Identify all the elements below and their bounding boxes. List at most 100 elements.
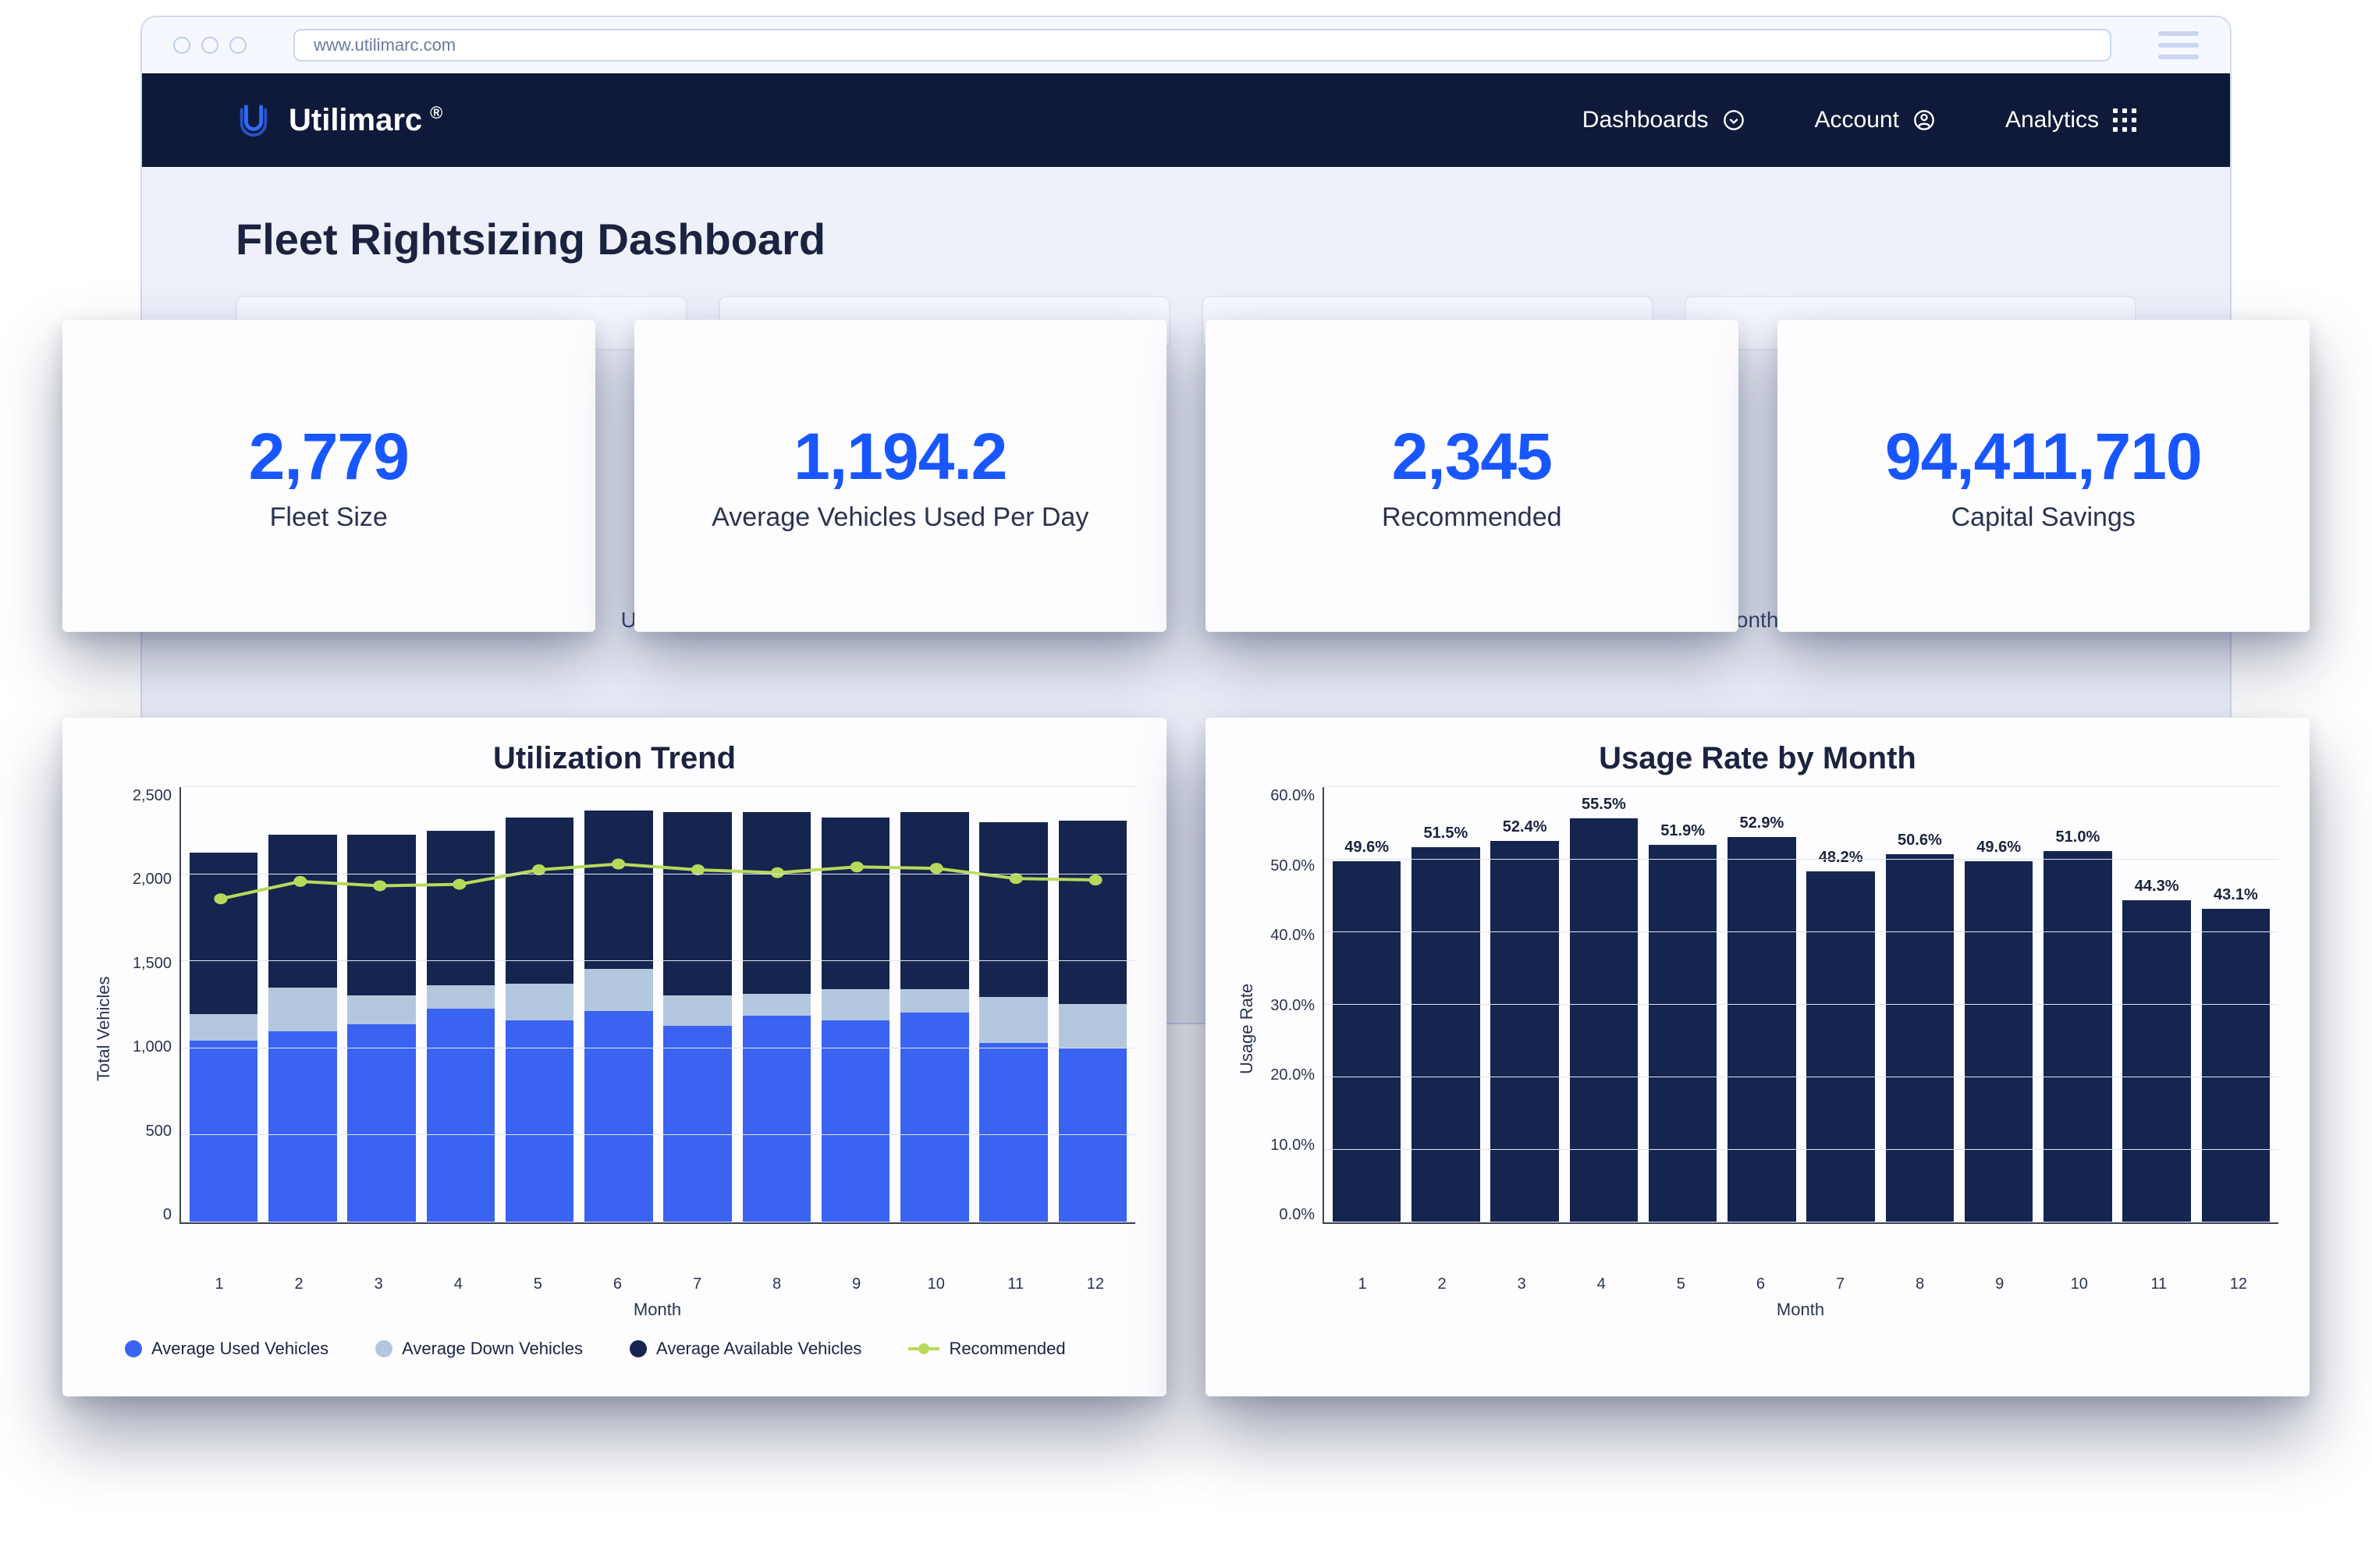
y-ticks: 60.0%50.0%40.0%30.0%20.0%10.0%0.0% — [1260, 787, 1323, 1224]
bar-value-label: 51.0% — [2056, 828, 2100, 846]
bar-group: 49.6% — [1333, 787, 1401, 1222]
kpi-row: 2,779 Fleet Size 1,194.2 Average Vehicles… — [62, 320, 2310, 632]
chart-title: Usage Rate by Month — [1237, 741, 2278, 776]
kpi-label: Fleet Size — [270, 502, 388, 533]
kpi-value: 94,411,710 — [1885, 419, 2202, 495]
bar-segment — [900, 812, 968, 990]
bar-segment — [190, 853, 257, 1014]
bar-value-label: 48.2% — [1819, 849, 1863, 867]
bar-segment — [584, 1011, 652, 1222]
bar-group: 51.9% — [1649, 787, 1717, 1222]
page-title: Fleet Rightsizing Dashboard — [236, 214, 2136, 264]
x-ticks: 123456789101112 — [1323, 1275, 2278, 1293]
bar-segment — [268, 835, 336, 988]
bar-segment — [506, 1020, 573, 1222]
bar-group: 50.6% — [1886, 787, 1954, 1222]
bar-group: 52.4% — [1490, 787, 1558, 1222]
y-axis-label: Usage Rate — [1237, 787, 1260, 1271]
x-ticks: 123456789101112 — [179, 1275, 1135, 1293]
kpi-value: 2,779 — [249, 419, 409, 495]
bar-group — [584, 787, 652, 1222]
y-ticks: 2,5002,0001,5001,0005000 — [117, 787, 179, 1224]
bar-segment — [663, 1026, 731, 1222]
url-bar[interactable]: www.utilimarc.com — [293, 29, 2111, 62]
bar-segment — [190, 1041, 257, 1222]
bar-group — [743, 787, 811, 1222]
bar-segment — [427, 831, 495, 985]
kpi-card: 1,194.2 Average Vehicles Used Per Day — [634, 320, 1167, 632]
grid-icon — [2113, 108, 2136, 132]
kpi-card: 2,345 Recommended — [1206, 320, 1738, 632]
bar-segment — [900, 989, 968, 1013]
usage-bar — [1965, 861, 2033, 1222]
bar-group: 55.5% — [1570, 787, 1638, 1222]
x-axis-label: Month — [179, 1300, 1135, 1320]
window-dot[interactable] — [201, 37, 218, 54]
legend-rec: Recommended — [908, 1339, 1065, 1359]
kpi-value: 2,345 — [1392, 419, 1552, 495]
bar-value-label: 50.6% — [1898, 832, 1942, 850]
bar-segment — [347, 835, 415, 995]
bar-value-label: 52.9% — [1740, 814, 1784, 832]
legend: Average Used Vehicles Average Down Vehic… — [125, 1339, 1135, 1359]
bar-group: 48.2% — [1806, 787, 1874, 1222]
bar-group — [268, 787, 336, 1222]
usage-bar — [2202, 909, 2270, 1222]
brand-logo-icon — [236, 102, 272, 138]
bar-group — [190, 787, 257, 1222]
bar-value-label: 49.6% — [1344, 839, 1389, 857]
legend-used: Average Used Vehicles — [125, 1339, 328, 1359]
nav-account[interactable]: Account — [1815, 107, 1935, 133]
chart-title: Utilization Trend — [94, 741, 1135, 776]
browser-titlebar: www.utilimarc.com — [142, 17, 2230, 73]
usage-bar — [1649, 845, 1717, 1222]
window-dot[interactable] — [229, 37, 247, 54]
bar-group: 52.9% — [1728, 787, 1795, 1222]
usage-bar — [2122, 900, 2190, 1222]
usage-bar — [1333, 861, 1401, 1222]
legend-down: Average Down Vehicles — [375, 1339, 583, 1359]
usage-plot: 49.6% 51.5% 52.4%55.5% 51.9% 52.9% 48.2% 50.6%… — [1323, 787, 2278, 1224]
bar-value-label: 51.5% — [1424, 825, 1468, 843]
top-nav: Utilimarc® Dashboards Account Analy — [142, 73, 2230, 167]
bar-segment — [743, 994, 811, 1016]
bar-segment — [584, 969, 652, 1011]
y-axis-label: Total Vehicles — [94, 787, 117, 1271]
nav-dashboards[interactable]: Dashboards — [1582, 107, 1745, 133]
usage-bar — [1570, 818, 1638, 1222]
bar-value-label: 43.1% — [2214, 886, 2258, 904]
bar-segment — [979, 822, 1047, 997]
x-axis-label: Month — [1323, 1300, 2278, 1320]
nav-analytics[interactable]: Analytics — [2005, 107, 2136, 133]
kpi-value: 1,194.2 — [794, 419, 1007, 495]
usage-chart-card: Usage Rate by Month Usage Rate 60.0%50.0… — [1206, 718, 2310, 1396]
usage-bar — [1490, 841, 1558, 1222]
bar-segment — [347, 995, 415, 1024]
bar-value-label: 49.6% — [1976, 839, 2021, 857]
util-plot — [179, 787, 1135, 1224]
bar-group — [1059, 787, 1127, 1222]
window-controls[interactable] — [173, 37, 247, 54]
bar-segment — [822, 818, 890, 989]
menu-icon[interactable] — [2158, 31, 2199, 59]
window-dot[interactable] — [173, 37, 190, 54]
bar-segment — [663, 812, 731, 995]
kpi-label: Capital Savings — [1951, 502, 2136, 533]
bar-segment — [1059, 1004, 1127, 1048]
user-circle-icon — [1913, 109, 1935, 131]
bar-group: 51.5% — [1411, 787, 1479, 1222]
bar-value-label: 51.9% — [1660, 822, 1705, 840]
brand[interactable]: Utilimarc® — [236, 102, 442, 138]
bar-segment — [190, 1014, 257, 1041]
bar-segment — [584, 811, 652, 969]
bar-segment — [427, 985, 495, 1009]
bar-segment — [979, 997, 1047, 1044]
bar-segment — [427, 1009, 495, 1222]
bar-segment — [743, 1016, 811, 1222]
legend-avail: Average Available Vehicles — [630, 1339, 861, 1359]
usage-bar — [1806, 871, 1874, 1222]
bar-group — [979, 787, 1047, 1222]
bar-segment — [506, 818, 573, 984]
usage-bar — [1728, 837, 1795, 1222]
utilization-chart-card: Utilization Trend Total Vehicles 2,5002,… — [62, 718, 1166, 1396]
